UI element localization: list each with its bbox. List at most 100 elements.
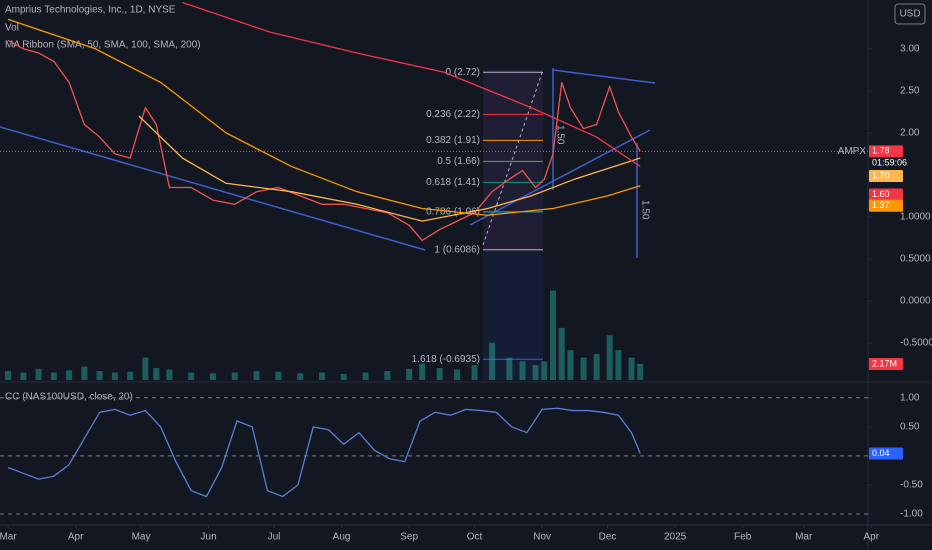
x-tick-label: Sep xyxy=(400,532,418,543)
x-tick-label: Apr xyxy=(863,532,879,543)
volume-bar xyxy=(436,368,443,380)
legend-ma: MA Ribbon (SMA, 50, SMA, 100, SMA, 200) xyxy=(5,40,201,51)
x-tick-label: Nov xyxy=(533,532,551,543)
volume-bar xyxy=(541,361,548,380)
ma-value: 1.70 xyxy=(872,170,890,180)
volume-bar xyxy=(419,363,426,380)
volume-bar xyxy=(615,350,622,380)
x-tick-label: Jul xyxy=(268,532,281,543)
volume-bar xyxy=(127,371,134,380)
series-line xyxy=(7,407,641,498)
volume-bar xyxy=(81,366,88,380)
x-tick-label: Feb xyxy=(734,532,752,543)
x-tick-label: Dec xyxy=(599,532,617,543)
volume-bar xyxy=(550,290,557,380)
y-tick-label: 3.00 xyxy=(900,43,920,54)
volume-value: 2.17M xyxy=(872,358,897,368)
volume-bar xyxy=(558,327,565,380)
volume-bar xyxy=(318,372,325,380)
x-tick-label: May xyxy=(132,532,151,543)
ma-value: 1.37 xyxy=(872,200,890,210)
volume-bar xyxy=(340,374,347,380)
volume-bar xyxy=(35,368,42,380)
volume-bar xyxy=(50,372,57,380)
fib-label: 0.5 (1.66) xyxy=(437,156,480,167)
series-line xyxy=(138,115,641,222)
legend-title: Amprius Technologies, Inc., 1D, NYSE xyxy=(5,5,176,16)
fib-label: 0 (2.72) xyxy=(446,67,480,78)
volume-bar xyxy=(166,369,173,380)
fib-label: 1.618 (-0.6935) xyxy=(412,354,480,365)
ma-value-bg xyxy=(869,170,903,183)
volume-bar xyxy=(532,365,539,380)
x-tick-label: Apr xyxy=(68,532,84,543)
volume-bar xyxy=(519,361,526,380)
volume-bar xyxy=(297,373,304,380)
last-price: 1.78 xyxy=(872,146,890,156)
volume-bar xyxy=(580,357,587,380)
series-line xyxy=(182,1,641,167)
countdown: 01:59:06 xyxy=(872,158,907,168)
y-tick-label: -0.5000 xyxy=(900,338,932,349)
y-tick-label: 0.5000 xyxy=(900,254,931,265)
y-tick-label: 1.0000 xyxy=(900,212,931,223)
y-tick-label: 1.00 xyxy=(900,392,920,403)
symbol: AMPX xyxy=(838,146,867,157)
volume-bar xyxy=(471,365,478,380)
x-tick-label: Mar xyxy=(795,532,813,543)
ma-value: 1.60 xyxy=(872,189,890,199)
volume-bar xyxy=(253,371,260,380)
y-tick-label: 0.50 xyxy=(900,421,920,432)
series-line xyxy=(7,39,641,242)
trend-label: 1.50 xyxy=(554,125,565,145)
cc-value: 0.04 xyxy=(872,448,890,458)
volume-bar xyxy=(20,372,27,380)
x-tick-label: Jun xyxy=(201,532,217,543)
trend-lines xyxy=(0,68,656,258)
fib-label: 0.382 (1.91) xyxy=(426,135,480,146)
x-tick-label: Mar xyxy=(0,532,17,543)
volume-bar xyxy=(454,369,461,380)
volume-bar xyxy=(488,342,495,380)
last-price-bg xyxy=(869,145,903,158)
volume-bar xyxy=(111,372,118,380)
ma-value-bg xyxy=(869,188,903,201)
volume-bar xyxy=(142,357,149,380)
volume-bar xyxy=(275,371,282,380)
fib-label: 0.618 (1.41) xyxy=(426,177,480,188)
y-tick-label: -1.00 xyxy=(900,509,923,520)
volume-bar xyxy=(506,357,513,380)
volume-bar xyxy=(5,371,12,380)
volume-bar xyxy=(384,371,391,380)
y-tick-label: -0.50 xyxy=(900,480,923,491)
volume-bar xyxy=(628,357,635,380)
cc-value-bg xyxy=(869,447,903,460)
volume-bar xyxy=(406,368,413,380)
volume-bar xyxy=(153,368,160,380)
volume-bar xyxy=(637,363,644,380)
fib-label: 0.236 (2.22) xyxy=(426,109,480,120)
volume-bar xyxy=(231,372,238,380)
x-tick-label: Aug xyxy=(333,532,351,543)
volume-bar xyxy=(188,372,195,380)
currency-button[interactable] xyxy=(894,3,926,25)
cc-pane xyxy=(7,407,641,498)
ma-value-bg xyxy=(869,199,903,212)
volume-bar xyxy=(362,372,369,380)
currency[interactable]: USD xyxy=(899,9,920,20)
price-pane: 0 (2.72) 0.236 (2.22) 0.382 (1.91) 0.5 (1.6… xyxy=(5,1,644,380)
volume-bar xyxy=(209,373,216,380)
fib-trend xyxy=(482,69,544,246)
y-tick-label: 2.00 xyxy=(900,127,920,138)
x-tick-label: 2025 xyxy=(664,532,687,543)
volume-value-bg xyxy=(869,358,903,370)
fib-zone xyxy=(483,70,543,380)
legend-volume: Vol xyxy=(5,23,19,34)
volume-bar xyxy=(567,350,574,380)
fib-label: 1 (0.6086) xyxy=(434,244,480,255)
volume-bar xyxy=(66,370,73,380)
legend-cc: CC (NAS100USD, close, 20) xyxy=(5,392,133,403)
y-tick-label: 0.0000 xyxy=(900,296,931,307)
volume-bar xyxy=(593,353,600,380)
